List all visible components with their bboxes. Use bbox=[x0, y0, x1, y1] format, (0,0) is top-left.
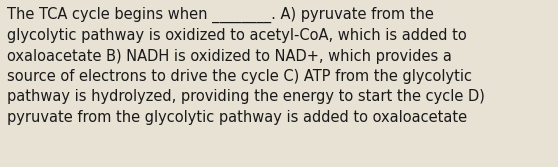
Text: The TCA cycle begins when ________. A) pyruvate from the
glycolytic pathway is o: The TCA cycle begins when ________. A) p… bbox=[7, 7, 485, 125]
